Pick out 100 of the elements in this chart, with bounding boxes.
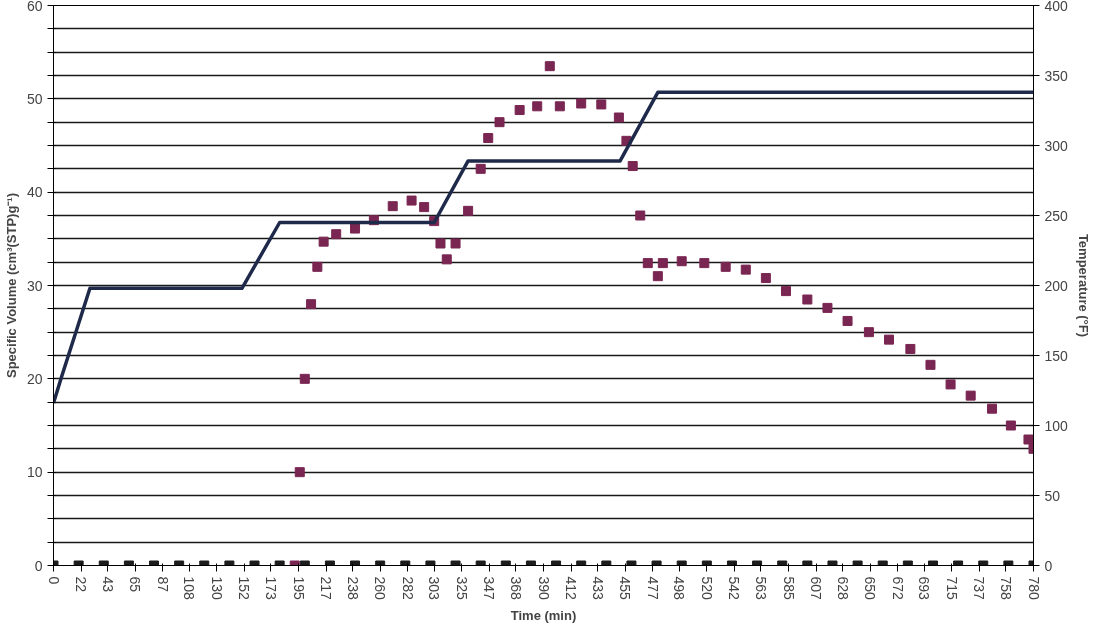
point [925,359,936,370]
point [350,223,361,234]
y2-tick-label: 100 [1044,417,1069,434]
x-tick-label: 563 [752,576,769,601]
x-tick-label: 412 [563,576,580,601]
point [642,258,653,269]
point [905,343,916,354]
point [760,273,771,284]
y-tick-label: 10 [26,464,43,481]
point [740,264,751,275]
x-tick-label: 65 [127,576,144,593]
x-tick-label: 758 [997,576,1014,601]
x-axis-title: Time (min) [510,607,577,623]
y-tick-label: 60 [26,0,43,14]
y2-tick-label: 350 [1044,67,1069,84]
x-tick-label: 325 [453,576,470,601]
point [842,315,853,326]
x-tick-label: 628 [834,576,851,601]
x-tick-label: 672 [889,576,906,601]
x-tick-label: 455 [617,576,634,601]
point [987,403,998,414]
point [613,112,624,123]
point [532,101,543,112]
x-tick-label: 152 [236,576,253,601]
x-tick-label: 715 [943,576,960,601]
point [822,302,833,313]
y2-tick-label: 50 [1044,487,1061,504]
point [312,261,323,272]
y-tick-label: 30 [26,277,43,294]
x-tick-label: 347 [481,576,498,601]
point [544,61,555,72]
point [294,467,305,478]
point [450,238,461,249]
line-series [53,90,1034,405]
x-tick-label: 238 [344,576,361,601]
x-tick-label: 607 [808,576,825,601]
x-tick-label: 0 [45,576,62,585]
y2-tick-label: 200 [1044,277,1069,294]
point [884,334,895,345]
point [406,195,417,206]
point [306,299,317,310]
point [554,101,565,112]
point [419,202,430,213]
point [627,161,638,172]
y2-tick-label: 300 [1044,137,1069,154]
y2-tick-label: 400 [1044,0,1069,14]
x-tick-label: 542 [726,576,743,601]
point [863,327,874,338]
point [652,271,663,282]
x-tick-label: 282 [399,576,416,601]
y-tick-label: 0 [34,557,43,574]
y2-tick-label: 0 [1044,557,1053,574]
point [463,205,474,216]
y-axis-title: Specific Volume (cm³(STP)g⁻¹) [3,192,19,379]
point [596,99,607,110]
point [635,210,646,221]
x-tick-label: 585 [780,576,797,601]
x-tick-label: 87 [154,576,171,593]
x-tick-label: 130 [208,576,225,601]
x-tick-label: 303 [426,576,443,601]
x-tick-label: 780 [1025,576,1042,601]
point [965,390,976,401]
x-tick-label: 22 [73,576,90,593]
point [387,201,398,212]
point [780,286,791,297]
point [699,258,710,269]
y2-tick-label: 150 [1044,347,1069,364]
x-tick-label: 195 [290,576,307,601]
y-tick-label: 50 [26,90,43,107]
point [657,258,668,269]
point [441,254,452,265]
point [318,236,329,247]
x-tick-label: 108 [181,576,198,601]
point [676,256,687,267]
x-tick-label: 173 [262,576,279,601]
x-tick-label: 477 [644,576,661,601]
point [720,261,731,272]
y2-tick-label: 250 [1044,207,1069,224]
y-tick-label: 40 [26,184,43,201]
point [331,229,342,240]
point [802,294,813,305]
point [514,105,525,116]
x-tick-label: 498 [671,576,688,601]
y-tick-label: 20 [26,370,43,387]
point [475,163,486,174]
x-tick-label: 260 [372,576,389,601]
y2-axis-title: Temperature (°F) [1075,233,1091,338]
point [435,238,446,249]
x-tick-label: 390 [535,576,552,601]
point [483,133,494,144]
point [576,98,587,109]
point [945,379,956,390]
point [1023,434,1034,445]
point [1005,420,1016,431]
x-tick-label: 520 [698,576,715,601]
x-tick-label: 650 [862,576,879,601]
x-tick-label: 433 [589,576,606,601]
x-tick-label: 43 [99,576,116,593]
x-tick-label: 693 [916,576,933,601]
x-tick-label: 737 [971,576,988,601]
